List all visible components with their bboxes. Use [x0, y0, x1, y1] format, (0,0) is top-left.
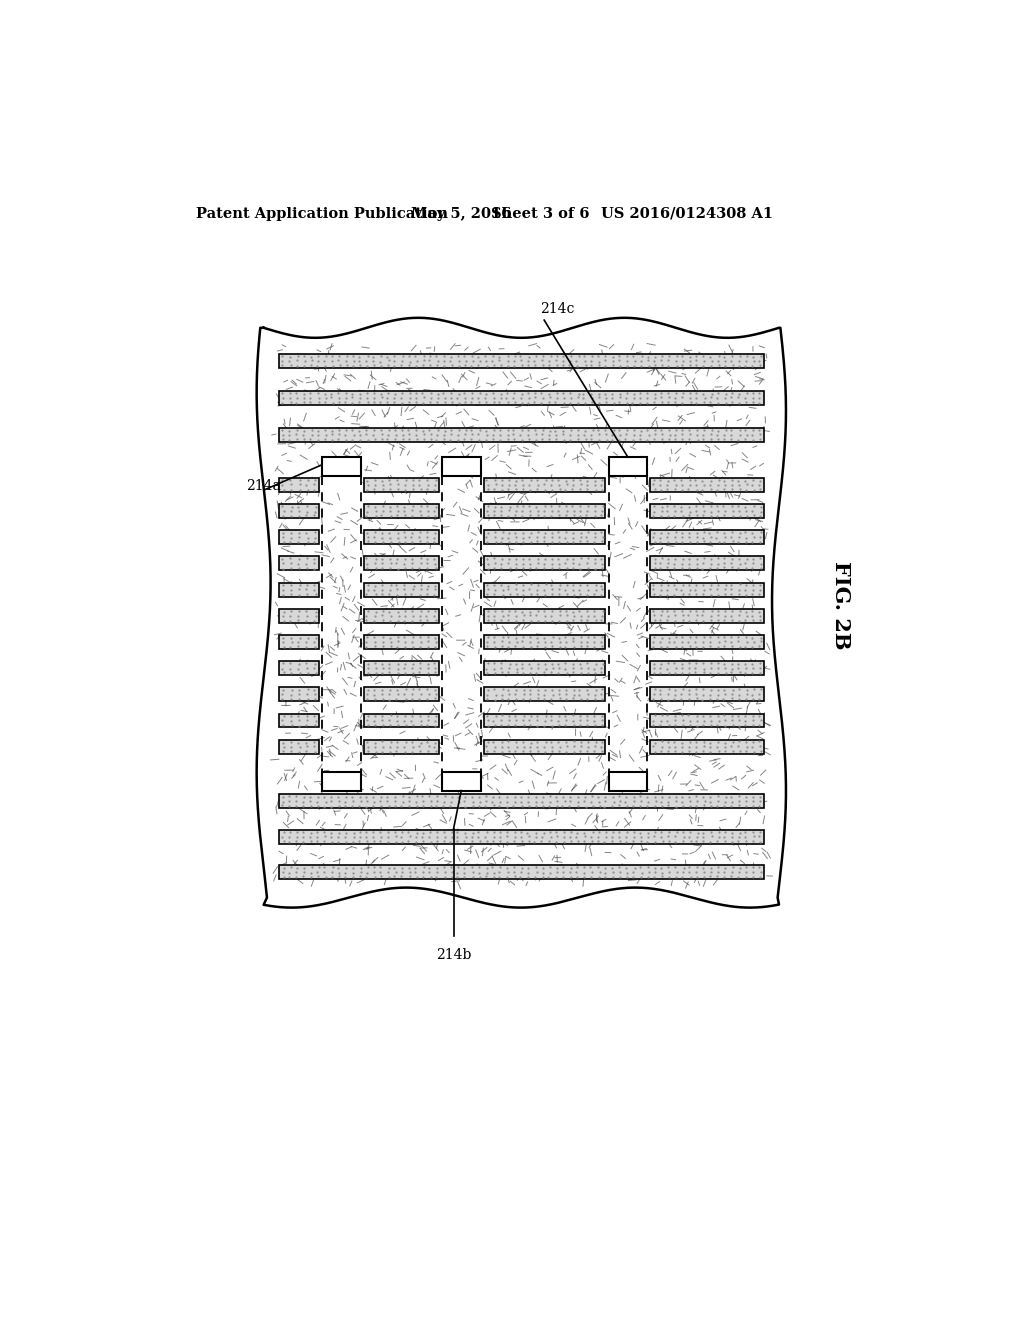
- Bar: [650, 661, 764, 675]
- Bar: [483, 714, 605, 727]
- Text: 214a: 214a: [246, 479, 281, 492]
- Bar: [322, 457, 360, 475]
- Bar: [483, 635, 605, 649]
- Bar: [364, 504, 438, 517]
- Text: FIG. 2B: FIG. 2B: [831, 561, 851, 649]
- Text: Patent Application Publication: Patent Application Publication: [197, 207, 449, 220]
- Bar: [280, 714, 318, 727]
- Bar: [280, 866, 764, 879]
- Bar: [650, 531, 764, 544]
- Bar: [650, 688, 764, 701]
- Bar: [442, 457, 480, 475]
- Bar: [280, 635, 318, 649]
- Bar: [608, 772, 647, 791]
- Text: May 5, 2016: May 5, 2016: [411, 207, 511, 220]
- Bar: [483, 661, 605, 675]
- Bar: [442, 772, 480, 791]
- Bar: [364, 582, 438, 597]
- Bar: [364, 635, 438, 649]
- Bar: [280, 830, 764, 843]
- Bar: [280, 557, 318, 570]
- Bar: [608, 457, 647, 475]
- Bar: [650, 557, 764, 570]
- Bar: [364, 688, 438, 701]
- Bar: [280, 582, 318, 597]
- Text: 214c: 214c: [541, 302, 574, 317]
- Bar: [280, 531, 318, 544]
- Bar: [280, 354, 764, 368]
- Bar: [650, 714, 764, 727]
- Bar: [650, 478, 764, 492]
- Text: US 2016/0124308 A1: US 2016/0124308 A1: [601, 207, 773, 220]
- Bar: [364, 714, 438, 727]
- Bar: [280, 688, 318, 701]
- Bar: [280, 391, 764, 405]
- Bar: [280, 504, 318, 517]
- Bar: [650, 635, 764, 649]
- Bar: [280, 739, 318, 754]
- Bar: [483, 739, 605, 754]
- Bar: [280, 609, 318, 623]
- Bar: [650, 582, 764, 597]
- Bar: [364, 609, 438, 623]
- Bar: [280, 795, 764, 808]
- Text: 214b: 214b: [436, 948, 471, 962]
- Bar: [364, 661, 438, 675]
- Bar: [483, 557, 605, 570]
- Bar: [483, 531, 605, 544]
- Bar: [280, 478, 318, 492]
- Bar: [322, 772, 360, 791]
- Text: Sheet 3 of 6: Sheet 3 of 6: [490, 207, 589, 220]
- Bar: [364, 478, 438, 492]
- Bar: [364, 531, 438, 544]
- Bar: [650, 739, 764, 754]
- Bar: [650, 609, 764, 623]
- Bar: [364, 739, 438, 754]
- Bar: [280, 661, 318, 675]
- Bar: [483, 478, 605, 492]
- Bar: [280, 428, 764, 442]
- Polygon shape: [257, 318, 786, 908]
- Bar: [483, 609, 605, 623]
- Bar: [483, 504, 605, 517]
- Bar: [483, 582, 605, 597]
- Bar: [650, 504, 764, 517]
- Bar: [483, 688, 605, 701]
- Bar: [364, 557, 438, 570]
